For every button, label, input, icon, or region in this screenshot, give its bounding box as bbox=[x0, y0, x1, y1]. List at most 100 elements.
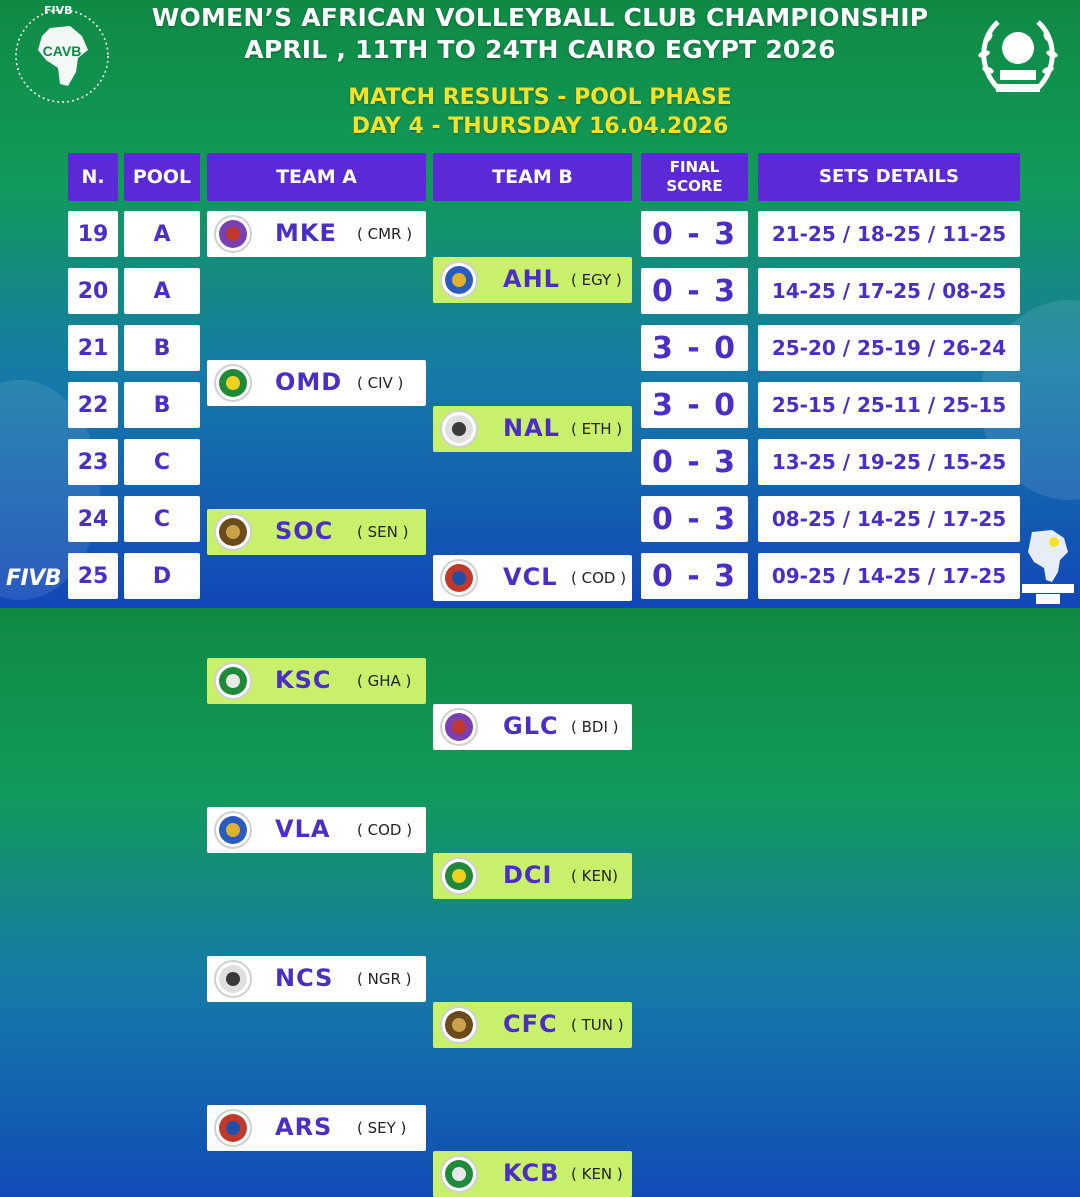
team-country: ( CIV ) bbox=[357, 374, 404, 392]
final-score-cell: 0 - 3 bbox=[641, 211, 748, 257]
match-number-cell: 21 bbox=[68, 325, 118, 371]
team-b-cell: CFC ( TUN ) bbox=[433, 1002, 632, 1048]
match-number-cell: 23 bbox=[68, 439, 118, 485]
column-header-team-b: TEAM B bbox=[433, 153, 632, 201]
team-logo-icon bbox=[214, 364, 252, 402]
final-score-cell: 3 - 0 bbox=[641, 382, 748, 428]
team-code: ARS bbox=[275, 1113, 333, 1141]
column-header-sets-details: SETS DETAILS bbox=[758, 153, 1020, 201]
team-b-cell: GLC ( BDI ) bbox=[433, 704, 632, 750]
final-score-cell: 0 - 3 bbox=[641, 496, 748, 542]
team-country: ( SEY ) bbox=[357, 1119, 407, 1137]
team-logo-icon bbox=[440, 857, 478, 895]
championship-dates: APRIL , 11TH TO 24TH CAIRO EGYPT 2026 bbox=[244, 35, 836, 64]
african-26-icon bbox=[1022, 530, 1074, 604]
match-number-cell: 24 bbox=[68, 496, 118, 542]
match-number-cell: 22 bbox=[68, 382, 118, 428]
column-header-final-score: FINAL SCORE bbox=[641, 153, 748, 201]
team-logo-icon bbox=[214, 960, 252, 998]
results-subtitle: MATCH RESULTS - POOL PHASE DAY 4 - THURS… bbox=[0, 83, 1080, 141]
phase-title: MATCH RESULTS - POOL PHASE bbox=[348, 85, 732, 110]
pool-cell: D bbox=[124, 553, 200, 599]
final-score-cell: 0 - 3 bbox=[641, 553, 748, 599]
team-logo-icon bbox=[214, 215, 252, 253]
sets-details-cell: 14-25 / 17-25 / 08-25 bbox=[758, 268, 1020, 314]
team-logo-icon bbox=[214, 1109, 252, 1147]
team-code: NAL bbox=[503, 414, 560, 442]
sets-details-cell: 25-15 / 25-11 / 25-15 bbox=[758, 382, 1020, 428]
pool-cell: B bbox=[124, 382, 200, 428]
team-logo-icon bbox=[440, 1006, 478, 1044]
team-logo-icon bbox=[214, 513, 252, 551]
match-number-cell: 19 bbox=[68, 211, 118, 257]
team-country: ( EGY ) bbox=[571, 271, 622, 289]
fivb-logo: FIVB bbox=[6, 566, 62, 591]
final-score-cell: 0 - 3 bbox=[641, 268, 748, 314]
team-country: ( ETH ) bbox=[571, 420, 623, 438]
team-code: CFC bbox=[503, 1010, 558, 1038]
team-code: VLA bbox=[275, 815, 331, 843]
cavb-logo: CAVB bbox=[15, 9, 109, 103]
team-code: KCB bbox=[503, 1159, 560, 1187]
team-code: GLC bbox=[503, 712, 559, 740]
team-country: ( SEN ) bbox=[357, 523, 409, 541]
pool-cell: A bbox=[124, 268, 200, 314]
final-score-label-1: FINAL bbox=[669, 158, 720, 176]
team-code: NCS bbox=[275, 964, 334, 992]
final-score-cell: 3 - 0 bbox=[641, 325, 748, 371]
team-b-cell: AHL ( EGY ) bbox=[433, 257, 632, 303]
team-country: ( COD ) bbox=[571, 569, 627, 587]
team-a-cell: KSC ( GHA ) bbox=[207, 658, 426, 704]
egypt-volleyball-wreath-icon bbox=[978, 20, 1058, 92]
team-country: ( BDI ) bbox=[571, 718, 619, 736]
team-country: ( TUN ) bbox=[571, 1016, 624, 1034]
team-logo-icon bbox=[440, 1155, 478, 1193]
final-score-label-2: SCORE bbox=[666, 177, 723, 195]
team-code: KSC bbox=[275, 666, 332, 694]
page-header: WOMEN’S AFRICAN VOLLEYBALL CLUB CHAMPION… bbox=[0, 2, 1080, 66]
column-header-number: N. bbox=[68, 153, 118, 201]
team-logo-icon bbox=[440, 261, 478, 299]
pool-cell: C bbox=[124, 439, 200, 485]
team-code: OMD bbox=[275, 368, 343, 396]
column-header-team-a: TEAM A bbox=[207, 153, 426, 201]
team-logo-icon bbox=[440, 708, 478, 746]
sets-details-cell: 13-25 / 19-25 / 15-25 bbox=[758, 439, 1020, 485]
team-country: ( GHA ) bbox=[357, 672, 412, 690]
team-logo-icon bbox=[214, 811, 252, 849]
championship-title: WOMEN’S AFRICAN VOLLEYBALL CLUB CHAMPION… bbox=[151, 3, 929, 32]
svg-text:CAVB: CAVB bbox=[43, 43, 82, 59]
team-logo-icon bbox=[214, 662, 252, 700]
sets-details-cell: 25-20 / 25-19 / 26-24 bbox=[758, 325, 1020, 371]
pool-cell: B bbox=[124, 325, 200, 371]
pool-cell: C bbox=[124, 496, 200, 542]
sets-details-cell: 09-25 / 14-25 / 17-25 bbox=[758, 553, 1020, 599]
team-country: ( KEN ) bbox=[571, 1165, 623, 1183]
team-country: ( CMR ) bbox=[357, 225, 413, 243]
team-b-cell: VCL ( COD ) bbox=[433, 555, 632, 601]
pool-cell: A bbox=[124, 211, 200, 257]
final-score-cell: 0 - 3 bbox=[641, 439, 748, 485]
team-b-cell: KCB ( KEN ) bbox=[433, 1151, 632, 1197]
column-header-pool: POOL bbox=[124, 153, 200, 201]
team-logo-icon bbox=[440, 410, 478, 448]
team-a-cell: NCS ( NGR ) bbox=[207, 956, 426, 1002]
team-code: MKE bbox=[275, 219, 337, 247]
team-logo-icon bbox=[440, 559, 478, 597]
day-title: DAY 4 - THURSDAY 16.04.2026 bbox=[351, 114, 729, 139]
fivb-logo-small: FIVB bbox=[44, 4, 73, 17]
match-number-cell: 25 bbox=[68, 553, 118, 599]
team-code: AHL bbox=[503, 265, 560, 293]
team-code: VCL bbox=[503, 563, 558, 591]
team-country: ( KEN) bbox=[571, 867, 619, 885]
match-number-cell: 20 bbox=[68, 268, 118, 314]
team-code: SOC bbox=[275, 517, 334, 545]
team-b-cell: NAL ( ETH ) bbox=[433, 406, 632, 452]
sets-details-cell: 08-25 / 14-25 / 17-25 bbox=[758, 496, 1020, 542]
team-a-cell: OMD ( CIV ) bbox=[207, 360, 426, 406]
team-country: ( COD ) bbox=[357, 821, 413, 839]
team-country: ( NGR ) bbox=[357, 970, 412, 988]
team-a-cell: SOC ( SEN ) bbox=[207, 509, 426, 555]
team-a-cell: ARS ( SEY ) bbox=[207, 1105, 426, 1151]
team-code: DCI bbox=[503, 861, 553, 889]
